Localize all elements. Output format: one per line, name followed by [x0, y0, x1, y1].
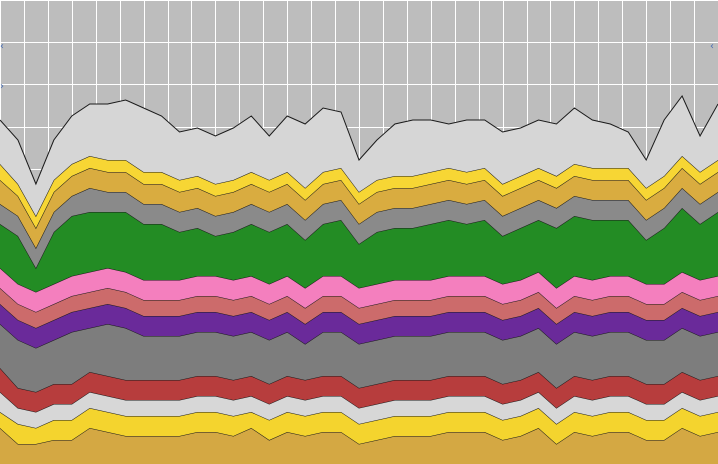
- area-series-13: [0, 96, 718, 216]
- area-series-8: [0, 268, 718, 312]
- area-series-3: [0, 392, 718, 428]
- right-edge-arrow-icon: ‹: [710, 41, 714, 52]
- left-edge-arrow-icon: ›: [0, 81, 4, 92]
- area-series-group: [0, 95, 718, 464]
- area-series-1: [0, 428, 718, 464]
- area-series-10: [0, 188, 718, 268]
- area-series-13-outline: [0, 95, 718, 186]
- area-series-2: [0, 408, 718, 444]
- area-series-6: [0, 304, 718, 348]
- area-series-4: [0, 368, 718, 412]
- area-series-11: [0, 168, 718, 248]
- area-series-5: [0, 324, 718, 392]
- left-edge-arrow-icon: ‹: [0, 41, 4, 52]
- area-series-9: [0, 208, 718, 292]
